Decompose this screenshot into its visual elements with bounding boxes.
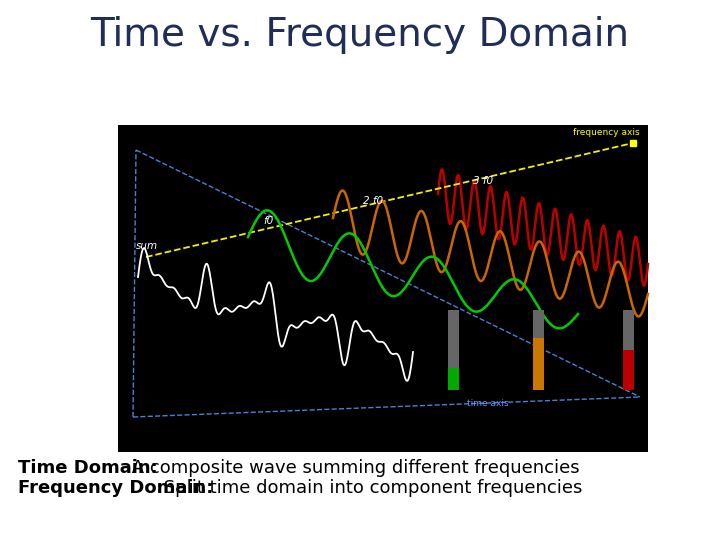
Bar [623,310,634,390]
Bar [118,125,648,452]
Text: 3 f0: 3 f0 [473,176,493,186]
Text: A composite wave summing different frequencies: A composite wave summing different frequ… [126,459,580,477]
Text: Time vs. Frequency Domain: Time vs. Frequency Domain [91,16,629,54]
Text: sum: sum [136,241,158,251]
Text: time axis: time axis [467,399,509,408]
Text: frequency axis: frequency axis [573,128,639,137]
Bar [448,310,459,390]
Text: 2 f0: 2 f0 [363,196,383,206]
Text: Time Domain:: Time Domain: [18,459,158,477]
Bar [623,350,634,390]
Bar [533,338,544,390]
Text: Frequency Domain:: Frequency Domain: [18,479,213,497]
Text: Split time domain into component frequencies: Split time domain into component frequen… [158,479,582,497]
Bar [448,368,459,390]
Bar [533,310,544,390]
Text: f0: f0 [263,216,274,226]
